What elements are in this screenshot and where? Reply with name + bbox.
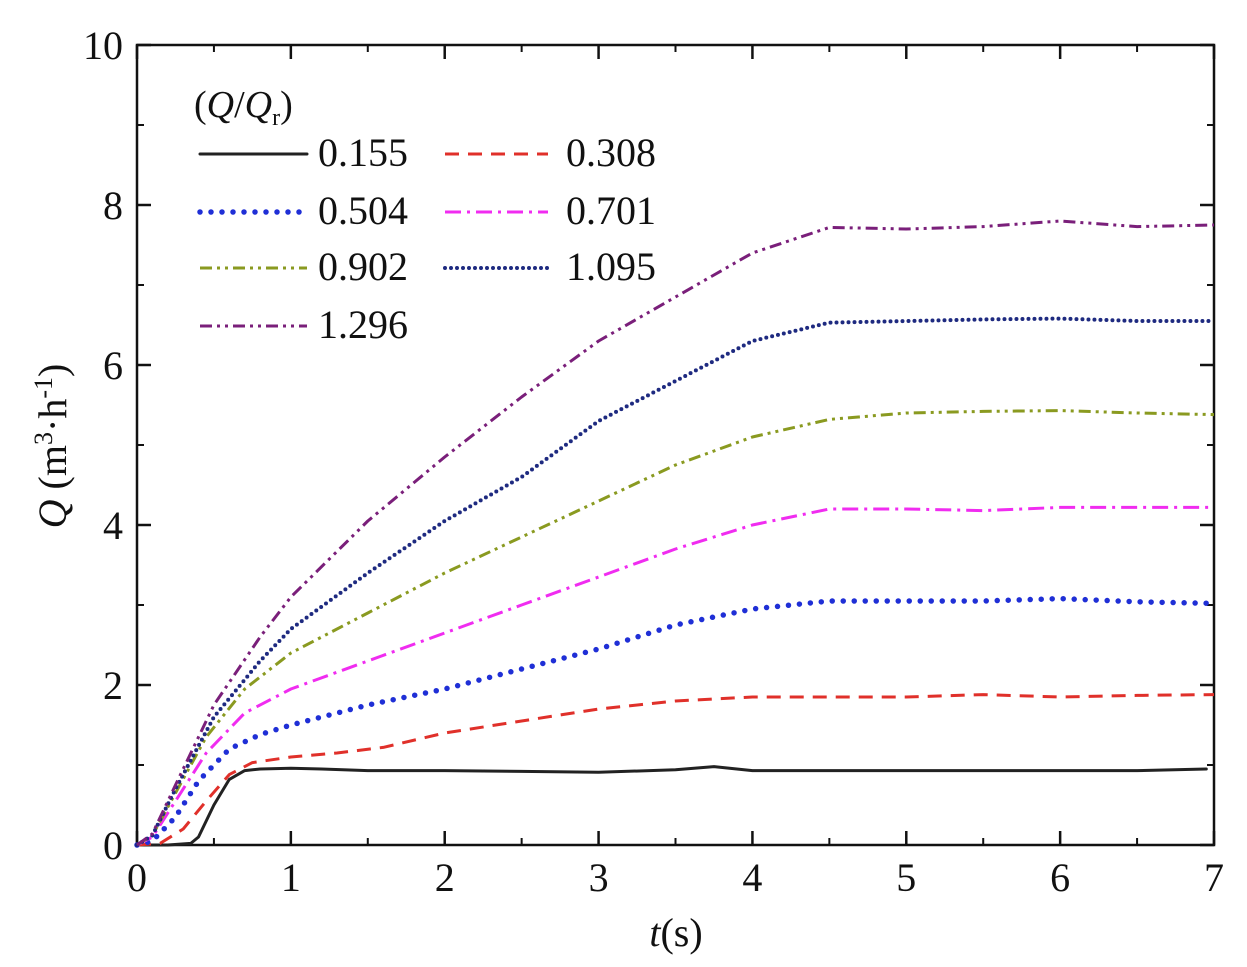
x-tick-label: 2 xyxy=(435,855,455,900)
x-axis-label: t(s) xyxy=(649,910,702,955)
legend-title: (Q/Qr) xyxy=(194,84,293,131)
x-tick-label: 6 xyxy=(1050,855,1070,900)
legend-label-0-902: 0.902 xyxy=(318,244,408,289)
series-line-0-701 xyxy=(136,505,1214,847)
legend-label-1-095: 1.095 xyxy=(566,244,656,289)
y-tick-label: 10 xyxy=(83,23,123,68)
y-tick-label: 4 xyxy=(103,503,123,548)
series-layer xyxy=(134,219,1217,848)
tick-labels: 0 1 2 3 4 5 6 7 0 2 4 6 8 10 xyxy=(83,23,1224,900)
x-tick-label: 7 xyxy=(1204,855,1224,900)
x-tick-label: 5 xyxy=(896,855,916,900)
y-tick-label: 0 xyxy=(103,823,123,868)
legend: (Q/Qr) 0.155 0.308 0.504 0.701 0.902 1.095 1.2… xyxy=(194,84,656,347)
legend-label-0-308: 0.308 xyxy=(566,130,656,175)
series-line-1-095 xyxy=(135,316,1216,847)
series-line-0-902 xyxy=(136,409,1215,847)
legend-entries: 0.155 0.308 0.504 0.701 0.902 1.095 1.296 xyxy=(197,130,656,347)
x-tick-label: 4 xyxy=(742,855,762,900)
axis-ticks xyxy=(135,43,1216,847)
series-line-0-155 xyxy=(135,765,1208,847)
legend-label-1-296: 1.296 xyxy=(318,302,408,347)
x-tick-label: 3 xyxy=(589,855,609,900)
y-tick-label: 6 xyxy=(103,343,123,388)
y-tick-label: 2 xyxy=(103,663,123,708)
series-line-1-296 xyxy=(136,219,1215,847)
legend-label-0-155: 0.155 xyxy=(318,130,408,175)
series-line-0-308 xyxy=(136,693,1215,847)
legend-label-0-701: 0.701 xyxy=(566,188,656,233)
x-tick-label: 1 xyxy=(281,855,301,900)
x-tick-label: 0 xyxy=(127,855,147,900)
series-line-0-504 xyxy=(134,595,1217,848)
y-axis-label: Q (m3·h-1) xyxy=(29,364,75,529)
legend-label-0-504: 0.504 xyxy=(318,188,408,233)
y-tick-label: 8 xyxy=(103,183,123,228)
